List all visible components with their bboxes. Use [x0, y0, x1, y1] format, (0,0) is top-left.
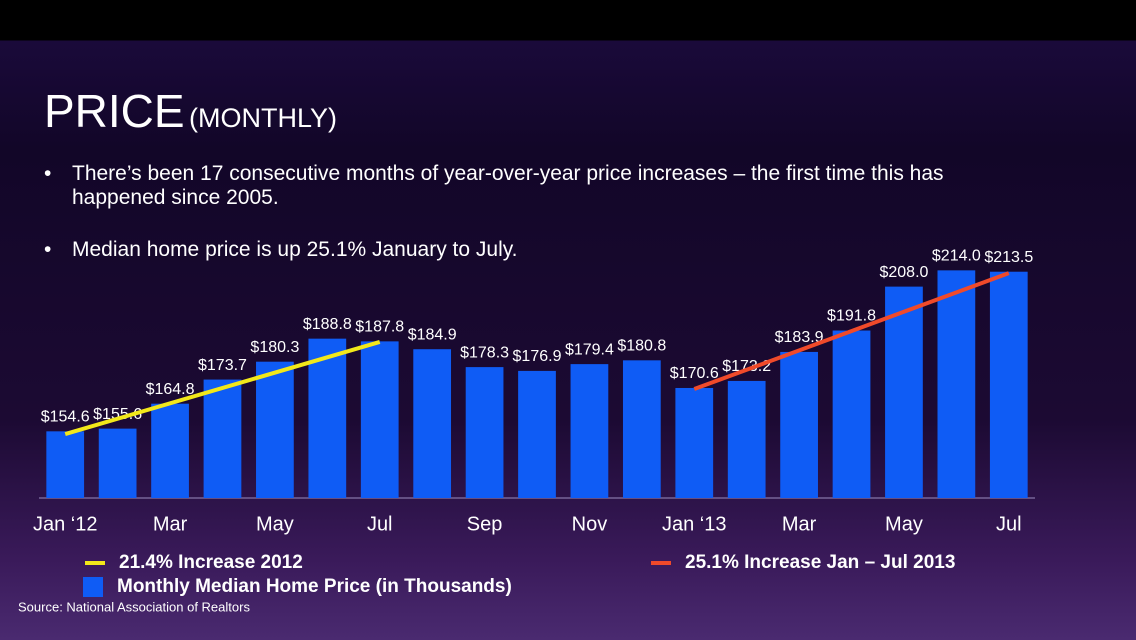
value-label: $170.6: [670, 365, 719, 382]
value-label: $154.6: [41, 409, 90, 426]
x-tick-label: Mar: [782, 513, 817, 535]
value-label: $214.0: [932, 248, 981, 265]
x-tick-label: Jul: [996, 513, 1022, 535]
bar: [360, 341, 399, 498]
value-label: $179.4: [565, 341, 614, 358]
x-tick-label: Jul: [367, 513, 393, 535]
x-tick-label: Jan ‘13: [662, 513, 727, 535]
value-label: $164.8: [146, 381, 195, 398]
bullet: There’s been 17 consecutive months of ye…: [24, 162, 984, 210]
bar: [885, 286, 923, 498]
value-label: $178.3: [460, 344, 509, 361]
x-tick-label: Jan ‘12: [33, 513, 98, 535]
bar: [308, 338, 347, 498]
value-label: $155.6: [93, 406, 142, 423]
bar: [727, 380, 766, 498]
legend-label: Monthly Median Home Price (in Thousands): [117, 576, 512, 597]
legend-label: 21.4% Increase 2012: [119, 552, 303, 573]
value-label: $191.8: [827, 308, 876, 325]
bar: [518, 370, 556, 498]
value-label: $187.8: [355, 319, 404, 336]
bar: [780, 351, 818, 498]
bar: [989, 271, 1028, 498]
trend-line: [64, 339, 381, 436]
legend-swatch: [83, 577, 103, 597]
trend-line: [693, 271, 1010, 391]
x-tick-label: Sep: [467, 513, 503, 535]
title: PRICE: [44, 85, 185, 137]
x-tick-label: Nov: [572, 513, 608, 535]
bar: [256, 361, 294, 498]
value-label: $173.2: [722, 358, 771, 375]
x-tick-label: May: [256, 513, 294, 535]
bar: [413, 349, 452, 498]
value-label: $173.7: [198, 357, 247, 374]
value-label: $180.3: [250, 339, 299, 356]
value-label: $180.8: [617, 338, 666, 355]
bar: [937, 270, 976, 498]
source: Source: National Association of Realtors: [18, 599, 250, 614]
legend-label: 25.1% Increase Jan – Jul 2013: [685, 552, 955, 573]
bar: [151, 403, 189, 498]
bar: [465, 367, 504, 498]
value-label: $213.5: [984, 249, 1033, 266]
bullet: Median home price is up 25.1% January to…: [24, 238, 984, 262]
bar: [675, 387, 714, 498]
bar: [570, 364, 609, 498]
bar: [622, 360, 661, 498]
subtitle: (MONTHLY): [189, 103, 338, 133]
bar: [46, 431, 85, 498]
value-label: $183.9: [775, 329, 824, 346]
bar: [203, 379, 242, 498]
bar: [98, 428, 137, 498]
bar: [832, 330, 871, 498]
value-label: $176.9: [513, 348, 562, 365]
value-label: $208.0: [879, 264, 928, 281]
x-tick-label: May: [885, 513, 923, 535]
value-label: $184.9: [408, 326, 457, 343]
title-block: PRICE (MONTHLY): [44, 84, 337, 138]
x-tick-label: Mar: [153, 513, 188, 535]
value-label: $188.8: [303, 316, 352, 333]
